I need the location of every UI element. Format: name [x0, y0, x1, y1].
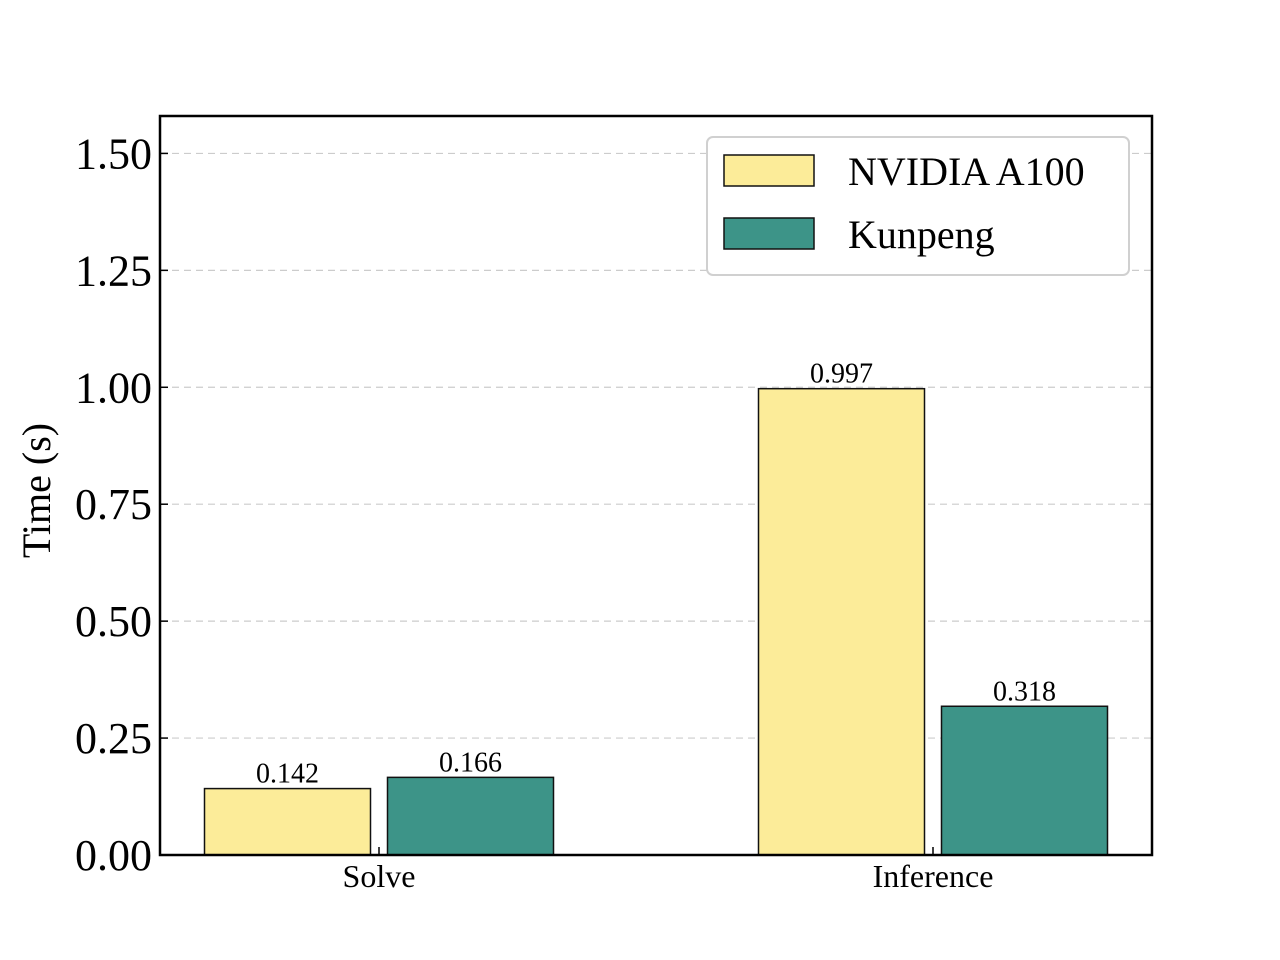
y-tick-label: 0.75 — [75, 480, 152, 529]
bar-value-label: 0.166 — [439, 747, 502, 778]
plot-frame — [158, 114, 1154, 857]
legend-swatch — [723, 154, 815, 187]
y-tick-label: 1.00 — [75, 363, 152, 412]
bar-value-label: 0.318 — [993, 676, 1056, 707]
value-labels: 0.142 0.166 0.997 0.318 — [256, 359, 1056, 790]
legend-swatch — [723, 217, 815, 250]
x-tick-label: Solve — [343, 858, 416, 894]
x-axis-ticks: Solve Inference — [343, 847, 994, 894]
grid-lines — [160, 152, 1152, 739]
y-tick-label: 0.00 — [75, 831, 152, 880]
bar-kunpeng-inference — [940, 705, 1109, 856]
bar-nvidia-a100-inference — [757, 387, 926, 856]
y-axis-ticks: 0.00 0.25 0.50 0.75 1.00 1.25 1.50 — [75, 129, 168, 880]
bar-kunpeng-solve — [386, 776, 555, 856]
y-tick-label: 1.25 — [75, 246, 152, 295]
legend: NVIDIA A100 Kunpeng — [706, 136, 1130, 276]
bar-nvidia-a100-solve — [203, 787, 372, 856]
bar-value-label: 0.142 — [256, 759, 319, 790]
bars — [203, 387, 1109, 856]
y-tick-label: 1.50 — [75, 129, 152, 178]
y-axis-title: Time (s) — [14, 423, 59, 558]
legend-label: NVIDIA A100 — [848, 149, 1085, 194]
y-tick-label: 0.50 — [75, 597, 152, 646]
x-tick-label: Inference — [873, 858, 994, 894]
bar-value-label: 0.997 — [810, 359, 873, 390]
y-tick-label: 0.25 — [75, 714, 152, 763]
legend-label: Kunpeng — [848, 212, 995, 257]
